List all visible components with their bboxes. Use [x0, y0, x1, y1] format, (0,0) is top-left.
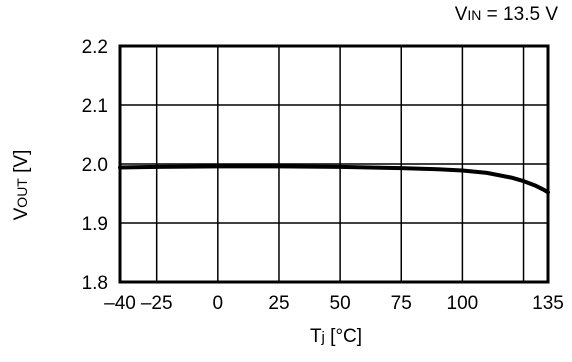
- x-tick-label: 0: [213, 293, 224, 314]
- x-tick-label: 135: [532, 293, 564, 314]
- x-tick-label: –40: [104, 293, 136, 314]
- x-tick-label: 50: [330, 293, 351, 314]
- y-tick-label: 1.8: [82, 273, 108, 294]
- y-tick-label: 2.0: [82, 155, 108, 176]
- x-axis-label: Tj [°C]: [309, 326, 363, 347]
- series-group: [118, 164, 550, 195]
- y-tick-label: 2.1: [82, 96, 108, 117]
- plot-frame: [118, 44, 550, 284]
- x-tick-label: 25: [268, 293, 289, 314]
- x-tick-label: 75: [391, 293, 412, 314]
- series-line: [118, 164, 550, 195]
- x-tick-label: –25: [141, 293, 173, 314]
- x-tick-label: 100: [447, 293, 479, 314]
- y-tick-label: 2.2: [82, 37, 108, 58]
- condition-label: VIN = 13.5 V: [454, 4, 558, 25]
- y-tick-label: 1.9: [82, 214, 108, 235]
- tick-labels: –40 –25 0 25 50 75 100 135 1.8 1.9 2.0 2.1 2.2: [82, 37, 564, 314]
- grid-lines: [120, 46, 548, 282]
